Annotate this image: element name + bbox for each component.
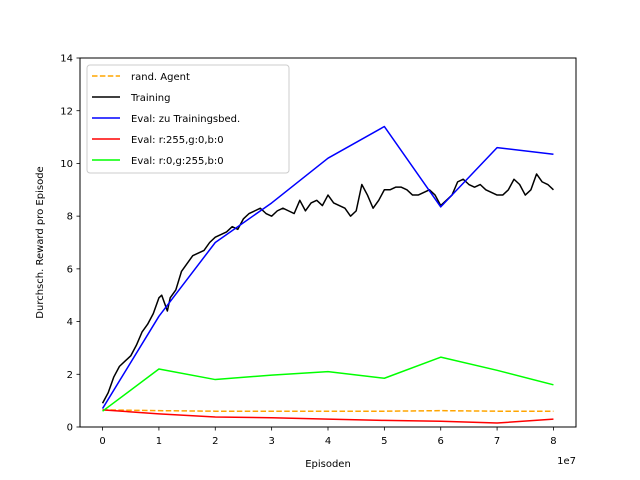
x-axis-label: Episoden <box>305 459 351 470</box>
x-tick-label: 5 <box>381 436 387 447</box>
x-tick-label: 7 <box>494 436 500 447</box>
y-tick-label: 10 <box>60 159 73 170</box>
x-tick-label: 6 <box>438 436 444 447</box>
legend-label-0: rand. Agent <box>131 72 190 83</box>
y-tick-label: 12 <box>60 106 73 117</box>
x-tick-label: 2 <box>212 436 218 447</box>
legend-label-4: Eval: r:0,g:255,b:0 <box>131 156 224 167</box>
legend-label-3: Eval: r:255,g:0,b:0 <box>131 135 224 146</box>
x-axis-offset-text: 1e7 <box>557 456 576 467</box>
y-axis-label: Durchsch. Reward pro Episode <box>35 166 46 318</box>
y-axis: 0 2 4 6 8 10 12 14 <box>60 54 80 434</box>
x-tick-label: 0 <box>99 436 105 447</box>
x-axis: 0 1 2 3 4 5 6 7 8 <box>99 427 557 447</box>
x-tick-label: 3 <box>268 436 274 447</box>
series-layer <box>101 125 554 424</box>
y-tick-label: 8 <box>67 212 73 223</box>
x-tick-label: 8 <box>550 436 556 447</box>
legend: rand. Agent Training Eval: zu Trainingsbed… <box>86 64 290 174</box>
y-tick-label: 4 <box>67 317 73 328</box>
series-line-2 <box>101 125 554 409</box>
legend-label-2: Eval: zu Trainingsbed. <box>131 114 240 125</box>
y-tick-label: 0 <box>67 423 73 434</box>
series-line-4 <box>102 356 554 412</box>
y-tick-label: 2 <box>67 370 73 381</box>
series-line-3 <box>102 409 554 424</box>
y-tick-label: 14 <box>60 54 73 65</box>
series-line-0 <box>102 409 554 412</box>
legend-label-1: Training <box>130 93 170 104</box>
x-tick-label: 1 <box>156 436 162 447</box>
legend-box <box>86 64 290 174</box>
x-tick-label: 4 <box>325 436 331 447</box>
y-tick-label: 6 <box>67 264 73 275</box>
